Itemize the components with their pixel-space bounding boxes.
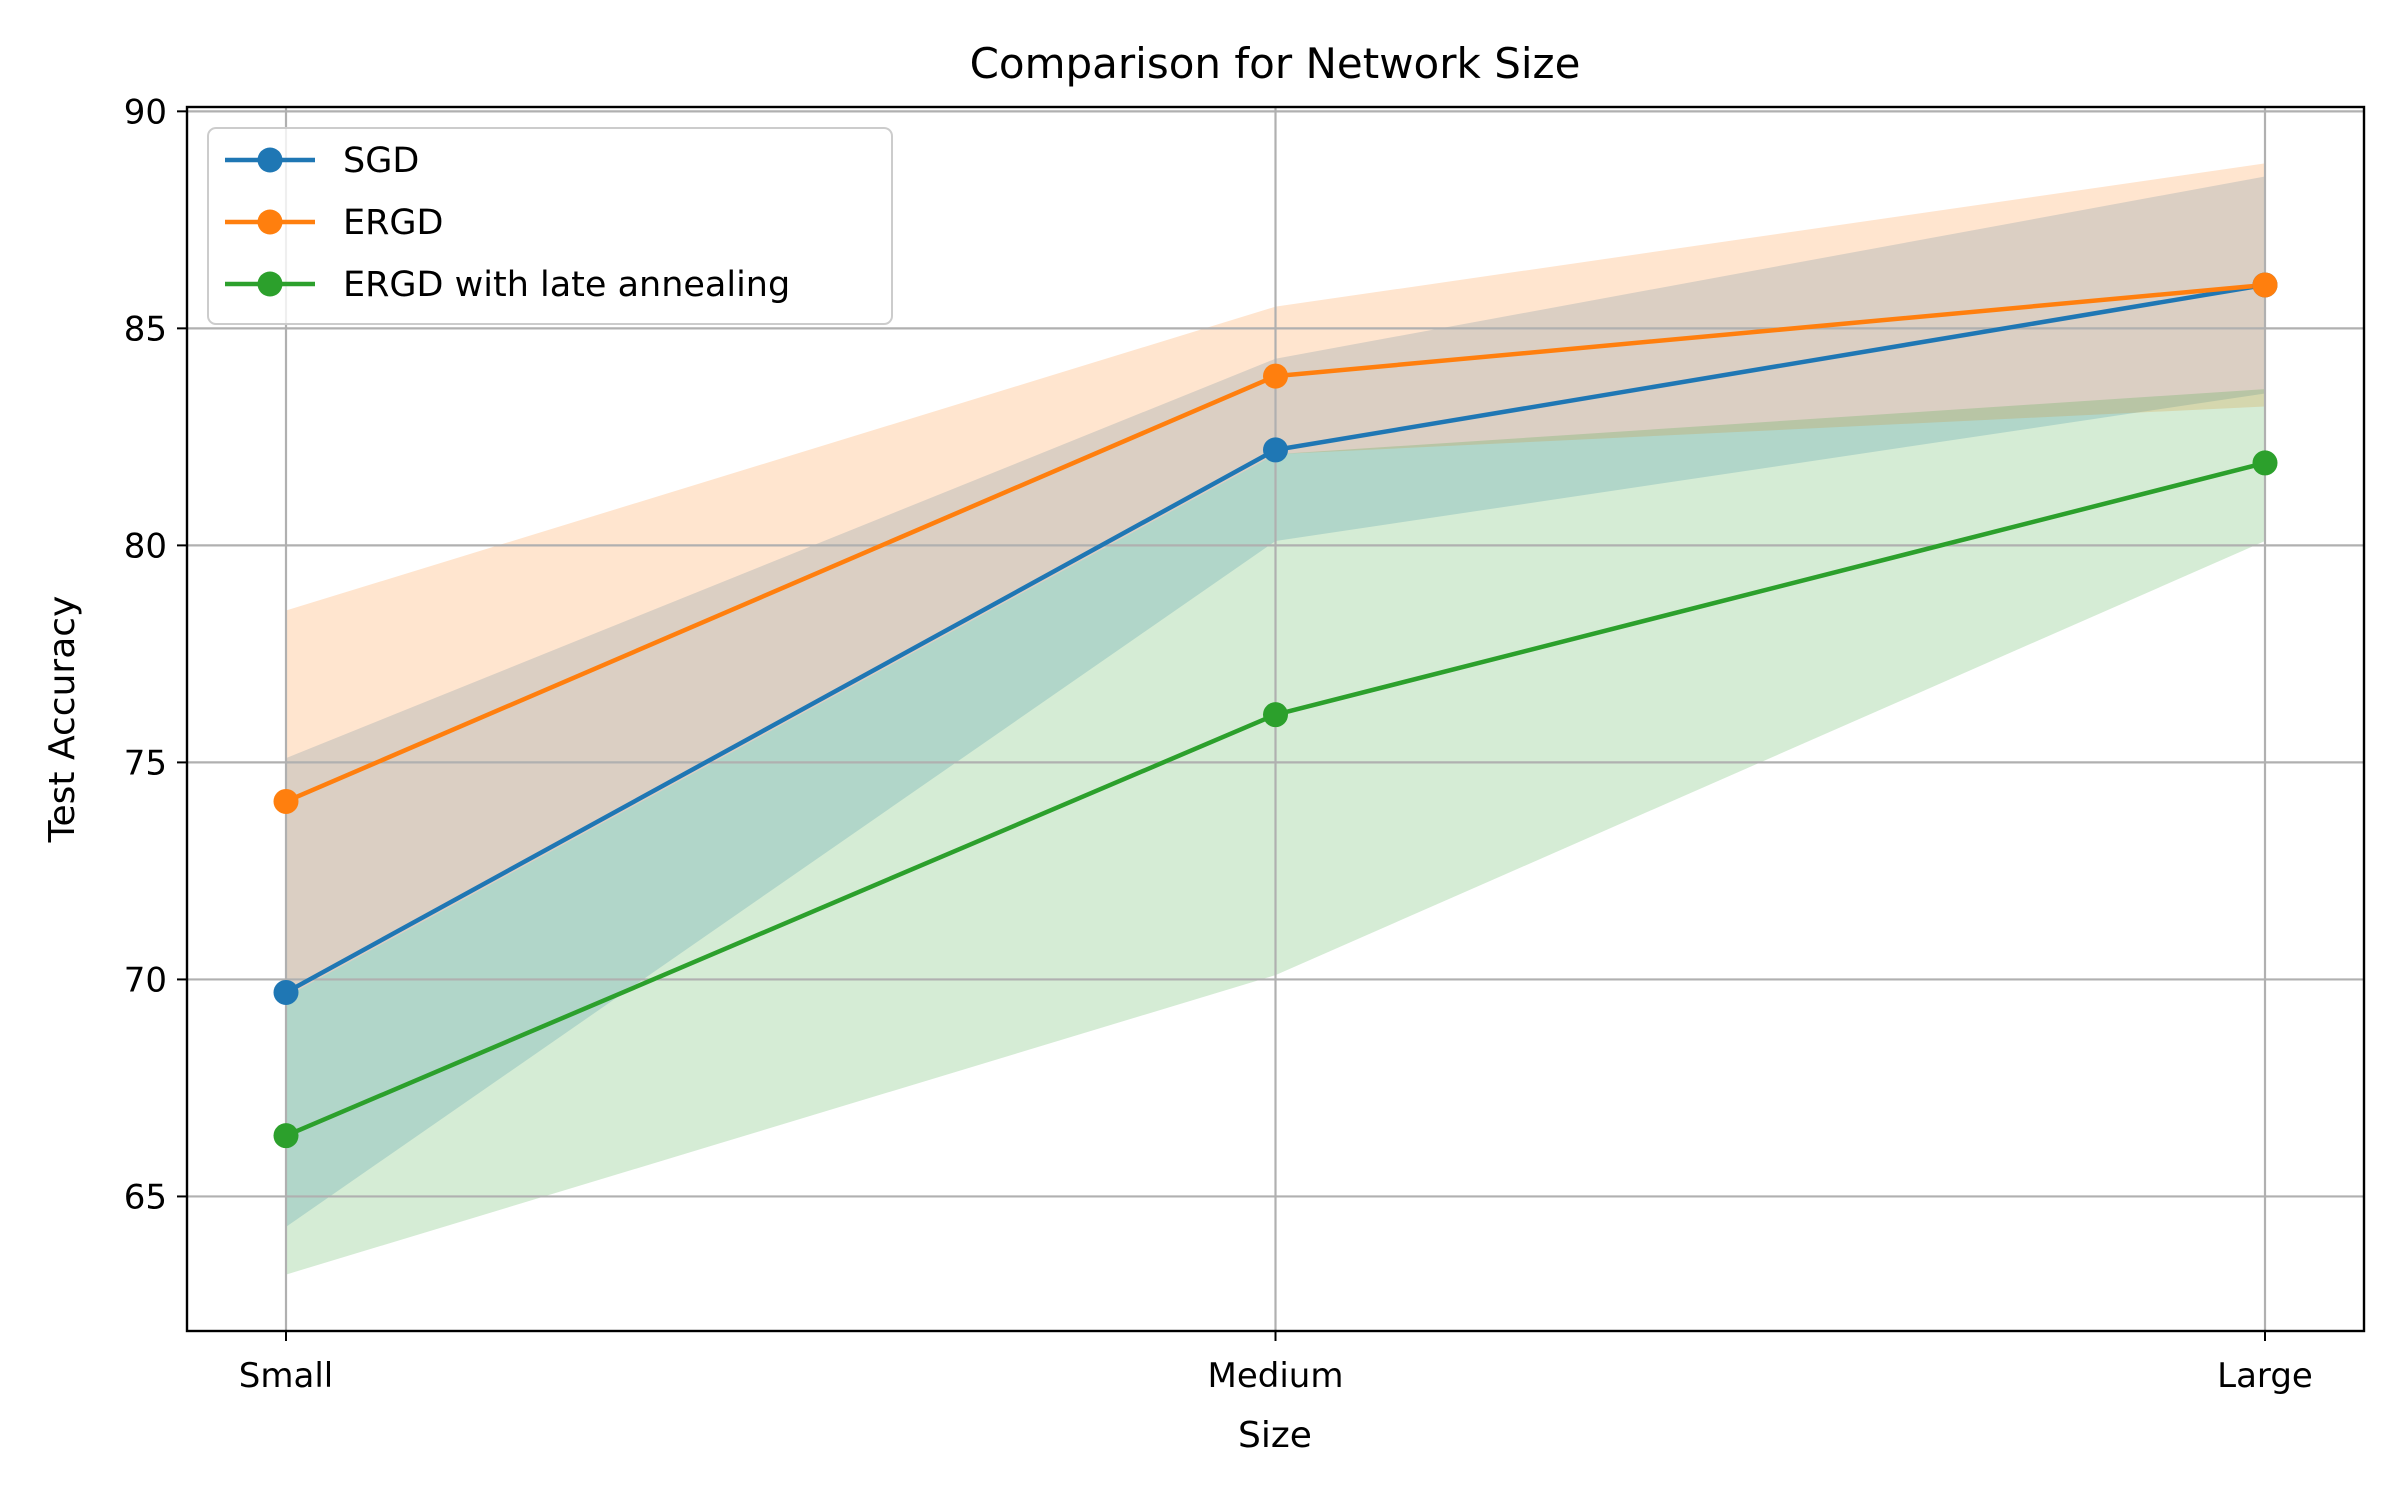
series-points — [273, 272, 2278, 1149]
y-tick-label: 75 — [124, 743, 167, 783]
data-point — [2252, 450, 2278, 476]
legend-box — [207, 127, 893, 325]
data-point — [1263, 702, 1288, 728]
x-tick-label: Medium — [1208, 1356, 1344, 1396]
band-1 — [286, 163, 2265, 997]
grid-lines — [187, 107, 2364, 1331]
legend-swatch-marker — [257, 209, 283, 235]
y-tick-label: 70 — [124, 960, 167, 1000]
data-point — [273, 1123, 299, 1149]
chart-title: Comparison for Network Size — [970, 39, 1581, 88]
y-tick-label: 80 — [124, 526, 167, 566]
legend-label: SGD — [343, 141, 419, 181]
legend: SGD ERGD ERGD with late annealing — [207, 127, 893, 325]
y-tick-label: 90 — [124, 92, 167, 132]
y-axis: 65 70 75 80 85 90 — [124, 92, 187, 1217]
band-0 — [286, 176, 2265, 1227]
data-point — [273, 788, 299, 814]
data-point — [1263, 437, 1288, 463]
legend-label: ERGD — [343, 203, 444, 243]
legend-swatch-marker — [257, 271, 283, 297]
data-point — [2252, 272, 2278, 298]
x-axis-label: Size — [1238, 1415, 1312, 1456]
legend-swatch-marker — [257, 147, 283, 173]
legend-label: ERGD with late annealing — [343, 265, 790, 305]
legend-items: SGD ERGD ERGD with late annealing — [225, 141, 790, 305]
data-point — [273, 979, 299, 1005]
y-tick-label: 65 — [124, 1177, 167, 1217]
x-tick-label: Large — [2217, 1356, 2313, 1396]
x-axis: Small Medium Large — [239, 1331, 2313, 1396]
y-tick-label: 85 — [124, 309, 167, 349]
x-tick-label: Small — [239, 1356, 333, 1396]
data-point — [1263, 363, 1288, 389]
y-axis-label: Test Accuracy — [42, 596, 83, 844]
